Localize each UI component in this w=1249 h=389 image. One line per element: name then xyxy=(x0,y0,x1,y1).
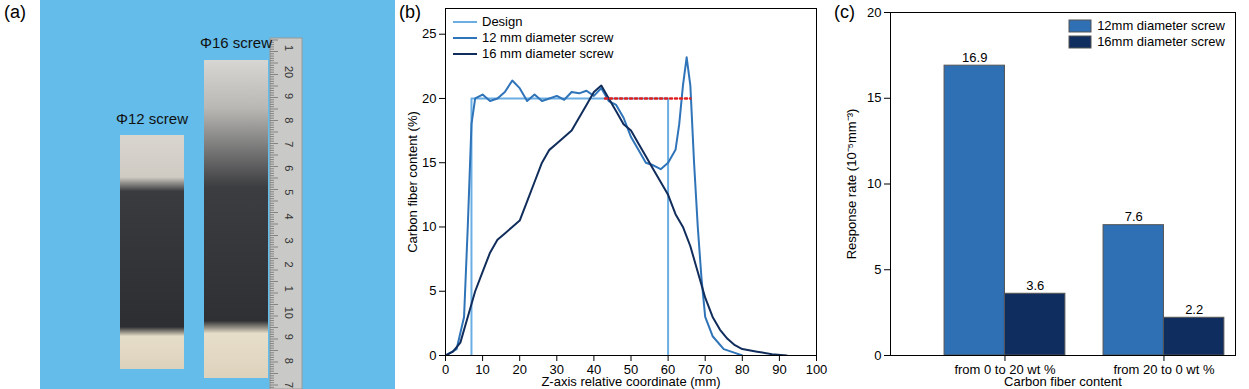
html-text:(c): (c) xyxy=(834,2,855,22)
svg-text:20: 20 xyxy=(512,362,526,377)
svg-text:25: 25 xyxy=(422,26,436,41)
svg-text:20: 20 xyxy=(283,66,295,78)
svg-text:Carbon fiber content: Carbon fiber content xyxy=(1004,374,1122,389)
svg-text:Response rate (10⁻⁵mm⁻³): Response rate (10⁻⁵mm⁻³) xyxy=(844,109,859,260)
svg-text:15: 15 xyxy=(422,155,436,170)
svg-text:90: 90 xyxy=(772,362,786,377)
html-text:(a): (a) xyxy=(4,2,26,22)
svg-text:2: 2 xyxy=(283,262,295,268)
svg-text:30: 30 xyxy=(549,361,564,377)
svg-text:Φ12 screw: Φ12 screw xyxy=(116,110,188,127)
svg-text:9: 9 xyxy=(283,93,295,99)
svg-text:7: 7 xyxy=(283,141,295,147)
svg-text:7: 7 xyxy=(283,382,295,388)
svg-text:Φ16 screw: Φ16 screw xyxy=(200,34,272,51)
svg-text:80: 80 xyxy=(735,362,749,377)
svg-text:3.6: 3.6 xyxy=(1026,278,1044,293)
html-text:(b): (b) xyxy=(399,2,421,22)
svg-text:100: 100 xyxy=(806,362,828,377)
svg-text:2.2: 2.2 xyxy=(1185,302,1203,317)
svg-text:5: 5 xyxy=(429,283,436,298)
html-text:12mm diameter screw: 12mm diameter screw xyxy=(1097,18,1225,33)
svg-text:from 20 to 0 wt %: from 20 to 0 wt % xyxy=(1113,362,1215,377)
html-text:12 mm diameter screw: 12 mm diameter screw xyxy=(482,30,614,45)
svg-text:0: 0 xyxy=(874,348,881,363)
svg-text:8: 8 xyxy=(283,117,295,123)
svg-text:4: 4 xyxy=(283,213,295,219)
svg-text:1: 1 xyxy=(283,45,295,51)
svg-text:6: 6 xyxy=(283,165,295,171)
svg-text:5: 5 xyxy=(283,189,295,195)
svg-text:70: 70 xyxy=(698,361,713,377)
html-text:16mm diameter screw: 16mm diameter screw xyxy=(1097,34,1225,49)
svg-text:7.6: 7.6 xyxy=(1125,209,1143,224)
svg-text:10: 10 xyxy=(475,362,489,377)
svg-text:15: 15 xyxy=(867,90,881,105)
svg-text:0: 0 xyxy=(442,362,449,377)
svg-text:8: 8 xyxy=(283,358,295,364)
svg-text:Carbon fiber content (%): Carbon fiber content (%) xyxy=(405,111,420,253)
svg-text:60: 60 xyxy=(660,361,676,377)
svg-text:16.9: 16.9 xyxy=(962,50,987,65)
svg-text:Z-axis relative coordinate (mm: Z-axis relative coordinate (mm) xyxy=(541,374,720,389)
svg-text:40: 40 xyxy=(586,361,602,377)
svg-text:20: 20 xyxy=(422,91,436,106)
svg-text:1: 1 xyxy=(283,286,295,292)
svg-text:10: 10 xyxy=(422,219,436,234)
svg-text:10: 10 xyxy=(283,307,295,319)
svg-text:9: 9 xyxy=(283,334,295,340)
svg-text:50: 50 xyxy=(623,361,639,377)
svg-text:20: 20 xyxy=(867,5,881,20)
svg-text:5: 5 xyxy=(874,262,881,277)
svg-text:3: 3 xyxy=(283,238,295,244)
svg-text:0: 0 xyxy=(429,348,436,363)
svg-text:10: 10 xyxy=(867,176,881,191)
svg-text:from 0 to 20 wt %: from 0 to 20 wt % xyxy=(954,361,1056,377)
html-text:16 mm diameter screw: 16 mm diameter screw xyxy=(482,46,614,61)
html-text:Design: Design xyxy=(482,14,523,29)
